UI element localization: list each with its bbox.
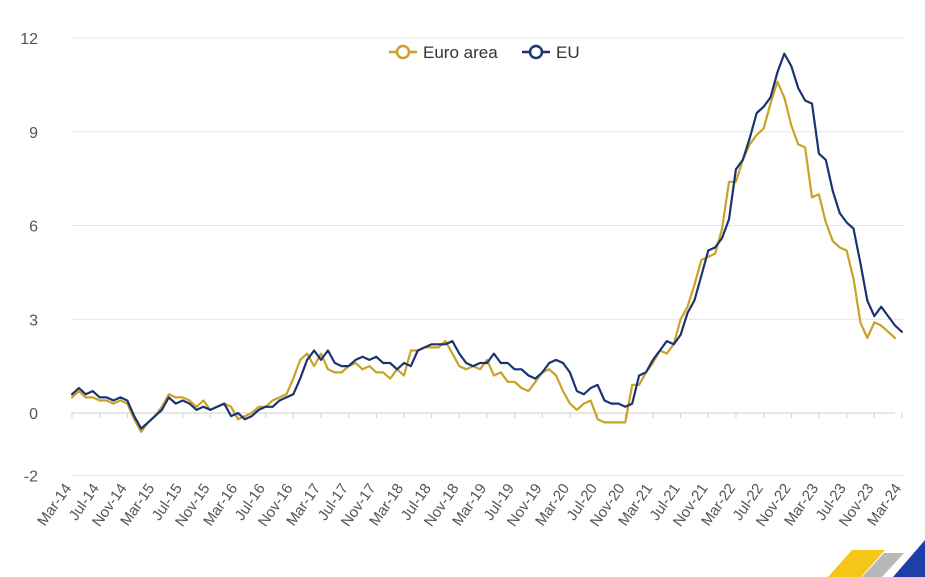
x-axis	[71, 412, 903, 418]
series-lines	[70, 52, 904, 433]
y-tick-label: -2	[24, 469, 38, 486]
legend-label-eu: EU	[556, 43, 580, 62]
y-tick-label: 0	[29, 406, 38, 423]
logo-yellow-stripe	[828, 550, 885, 577]
legend-label-euro-area: Euro area	[423, 43, 498, 62]
brand-logo	[828, 540, 925, 577]
y-tick-label: 12	[20, 31, 38, 48]
series-line-eu[interactable]	[70, 52, 904, 430]
legend-item-euro-area[interactable]: Euro area	[389, 43, 498, 62]
legend-item-eu[interactable]: EU	[522, 43, 580, 62]
legend: Euro area EU	[389, 43, 580, 62]
x-axis-tick-labels: Mar-14Jul-14Nov-14Mar-15Jul-15Nov-15Mar-…	[34, 481, 905, 530]
legend-swatch-marker-euro-area	[395, 44, 411, 60]
logo-blue-stripe	[893, 540, 925, 577]
y-tick-label: 6	[29, 219, 38, 236]
series-line-euro-area[interactable]	[70, 80, 897, 433]
logo-gray-stripe	[862, 553, 904, 577]
y-tick-label: 9	[29, 125, 38, 142]
legend-swatch-marker-eu	[528, 44, 544, 60]
grid-lines	[72, 37, 905, 476]
y-tick-label: 3	[29, 312, 38, 329]
y-axis-tick-labels: 12 9 6 3 0 -2	[20, 31, 38, 486]
x-tick-label: Mar-14	[34, 481, 75, 530]
